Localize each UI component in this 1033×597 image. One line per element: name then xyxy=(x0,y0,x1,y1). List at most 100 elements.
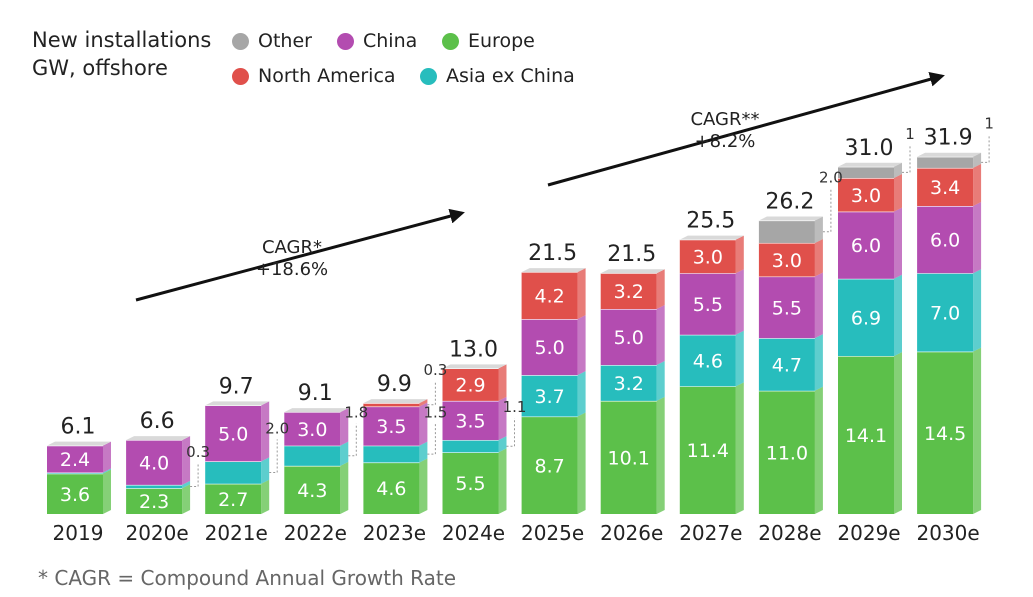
callout-leader-asia-ex-china-2022e xyxy=(348,423,357,457)
bar-side-europe-2023e xyxy=(419,458,428,514)
bar-side-europe-2030e xyxy=(973,347,982,514)
bar-segment-other-2028e xyxy=(758,220,815,243)
bar-side-asia-ex-china-2029e xyxy=(894,274,902,357)
bar-top-cap-2022e xyxy=(284,408,349,413)
category-label-2023e: 2023e xyxy=(363,521,426,545)
callout-leader-asia-ex-china-2021e xyxy=(269,439,278,474)
bar-side-north-america-2028e xyxy=(814,238,823,277)
bar-side-north-america-2026e xyxy=(656,269,665,310)
bar-side-europe-2024e xyxy=(498,448,507,514)
bar-side-china-2028e xyxy=(814,272,823,339)
bar-side-europe-2026e xyxy=(656,396,665,514)
bar-segment-china-2019 xyxy=(47,445,103,473)
value-label-china-2025e: 5.0 xyxy=(534,337,564,359)
callout-leader-other-2028e xyxy=(822,188,832,233)
bar-segment-north-america-2029e xyxy=(838,178,894,212)
total-label-2024e: 13.0 xyxy=(449,337,498,362)
total-label-2025e: 21.5 xyxy=(528,241,577,266)
bar-side-europe-2022e xyxy=(340,461,349,514)
value-label-north-america-2026e: 3.2 xyxy=(614,281,644,303)
value-label-europe-2019: 3.6 xyxy=(60,484,90,506)
bar-top-cap-2021e xyxy=(205,401,270,406)
bar-segment-europe-2025e xyxy=(521,416,578,514)
value-label-china-2030e: 6.0 xyxy=(930,230,960,252)
category-label-2020e: 2020e xyxy=(125,521,188,545)
total-label-2021e: 9.7 xyxy=(219,374,254,399)
callout-label-asia-ex-china-2024e: 1.1 xyxy=(503,398,527,416)
value-label-europe-2020e: 2.3 xyxy=(139,491,169,513)
category-label-2022e: 2022e xyxy=(284,521,347,545)
bar-side-asia-ex-china-2024e xyxy=(498,436,507,453)
bar-top-cap-2023e xyxy=(363,399,428,404)
cagr-label-1-line2: +18.6% xyxy=(256,259,328,280)
value-label-china-2026e: 5.0 xyxy=(614,327,644,349)
bar-side-asia-ex-china-2022e xyxy=(340,441,349,466)
bar-segment-other-2030e xyxy=(917,156,974,168)
bar-side-china-2021e xyxy=(261,401,270,462)
value-label-china-2022e: 3.0 xyxy=(297,419,327,441)
bar-segment-china-2022e xyxy=(284,412,341,446)
bar-side-north-america-2029e xyxy=(894,174,902,212)
footnote: * CAGR = Compound Annual Growth Rate xyxy=(38,566,457,590)
total-label-2030e: 31.9 xyxy=(924,126,973,151)
bar-segment-china-2030e xyxy=(917,206,974,274)
bar-top-cap-2027e xyxy=(679,235,744,240)
cagr-label-2-line1: CAGR** xyxy=(690,109,759,130)
bar-side-other-2028e xyxy=(814,216,823,243)
legend-item-china: China xyxy=(337,30,417,52)
bar-segment-north-america-2027e xyxy=(679,239,736,274)
bar-top-cap-2020e xyxy=(126,436,191,441)
legend-title-line2: GW, offshore xyxy=(32,56,168,80)
callout-label-asia-ex-china-2020e: 0.3 xyxy=(186,443,210,461)
bar-side-asia-ex-china-2020e xyxy=(182,480,191,489)
bar-top-cap-2026e xyxy=(600,269,665,274)
bar-segment-europe-2026e xyxy=(600,400,657,514)
legend-item-north-america: North America xyxy=(232,65,396,87)
value-label-asia-ex-china-2026e: 3.2 xyxy=(614,373,644,395)
legend: New installations GW, offshore Other Chi… xyxy=(32,28,632,92)
bar-segment-europe-2028e xyxy=(758,390,815,514)
value-label-europe-2023e: 4.6 xyxy=(376,478,406,500)
bar-side-europe-2020e xyxy=(182,484,191,514)
bar-side-europe-2029e xyxy=(894,352,902,514)
legend-label-asia-ex-china: Asia ex China xyxy=(446,65,575,87)
callout-leader-asia-ex-china-2023e xyxy=(427,423,436,455)
value-label-europe-2024e: 5.5 xyxy=(455,473,485,495)
legend-label-north-america: North America xyxy=(258,65,396,87)
bar-segment-china-2021e xyxy=(205,405,262,462)
bar-segment-europe-2022e xyxy=(284,465,341,514)
bar-segment-china-2026e xyxy=(600,309,657,366)
value-label-north-america-2028e: 3.0 xyxy=(772,250,802,272)
category-label-2026e: 2026e xyxy=(600,521,663,545)
callout-label-asia-ex-china-2023e: 1.5 xyxy=(423,404,447,422)
bar-segment-china-2025e xyxy=(521,319,578,376)
bar-side-asia-ex-china-2021e xyxy=(261,457,270,484)
callout-leader-north-america-2023e xyxy=(427,381,436,406)
bar-top-cap-2029e xyxy=(838,162,902,167)
bar-segment-asia-ex-china-2024e xyxy=(442,440,499,453)
total-label-2027e: 25.5 xyxy=(686,209,735,234)
category-label-2030e: 2030e xyxy=(916,521,979,545)
value-label-asia-ex-china-2025e: 3.7 xyxy=(534,386,564,408)
bar-top-cap-2030e xyxy=(917,152,982,157)
value-label-china-2024e: 3.5 xyxy=(455,410,485,432)
bar-segment-europe-2024e xyxy=(442,452,499,514)
bar-side-china-2027e xyxy=(735,269,744,335)
bar-segment-europe-2030e xyxy=(917,351,974,514)
category-label-2024e: 2024e xyxy=(442,521,505,545)
value-label-europe-2030e: 14.5 xyxy=(924,423,966,445)
callout-label-asia-ex-china-2021e: 2.0 xyxy=(265,419,289,437)
bar-side-europe-2028e xyxy=(814,386,823,514)
bar-side-north-america-2024e xyxy=(498,364,507,401)
value-label-china-2019: 2.4 xyxy=(60,449,90,471)
bar-side-north-america-2025e xyxy=(577,268,586,320)
value-label-europe-2025e: 8.7 xyxy=(534,455,564,477)
value-label-china-2028e: 5.5 xyxy=(772,297,802,319)
value-label-china-2020e: 4.0 xyxy=(139,452,169,474)
legend-swatch-china xyxy=(337,32,354,50)
bar-segment-china-2023e xyxy=(363,406,420,446)
bar-segment-asia-ex-china-2026e xyxy=(600,365,657,401)
bar-segment-north-america-2023e xyxy=(363,403,420,407)
value-label-north-america-2030e: 3.4 xyxy=(930,177,960,199)
bar-side-china-2023e xyxy=(419,402,428,446)
